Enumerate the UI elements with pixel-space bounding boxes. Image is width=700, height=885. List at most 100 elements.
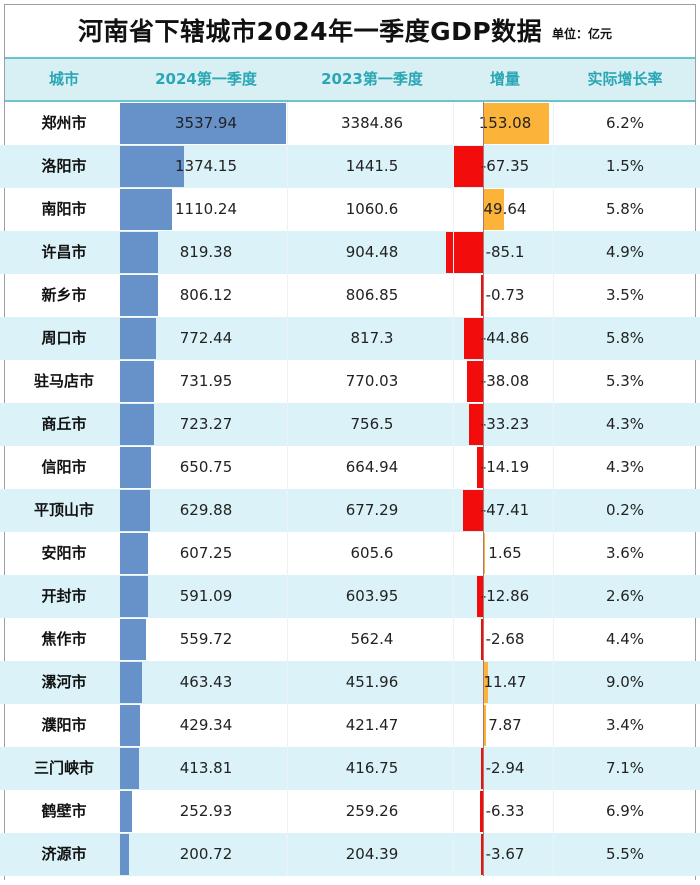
growth-cell: 3.5% — [605, 286, 645, 304]
increase-bar-negative — [446, 232, 483, 273]
q1-2023-cell: 603.95 — [345, 587, 399, 605]
increase-cell: -3.67 — [485, 845, 525, 863]
city-cell: 三门峡市 — [33, 759, 94, 777]
table-row: 济源市 200.72 204.39 -3.67 5.5% — [0, 833, 700, 876]
q1-2024-cell: 731.95 — [179, 372, 233, 390]
column-divider — [453, 102, 454, 876]
table-row: 漯河市 463.43 451.96 11.47 9.0% — [0, 661, 700, 704]
bar-2024q1 — [120, 404, 154, 445]
increase-cell: -0.73 — [485, 286, 525, 304]
q1-2024-cell: 463.43 — [179, 673, 233, 691]
q1-2023-cell: 1060.6 — [345, 200, 399, 218]
header-2023q1: 2023第一季度 — [321, 70, 423, 88]
table-row: 开封市 591.09 603.95 -12.86 2.6% — [0, 575, 700, 618]
q1-2024-cell: 1110.24 — [174, 200, 238, 218]
table-row: 三门峡市 413.81 416.75 -2.94 7.1% — [0, 747, 700, 790]
table-row: 南阳市 1110.24 1060.6 49.64 5.8% — [0, 188, 700, 231]
increase-cell: 153.08 — [478, 114, 532, 132]
city-cell: 平顶山市 — [33, 501, 94, 519]
bar-2024q1 — [120, 705, 141, 746]
q1-2023-cell: 806.85 — [345, 286, 399, 304]
bar-2024q1 — [120, 447, 151, 488]
city-cell: 商丘市 — [41, 415, 87, 433]
increase-bar-negative — [454, 146, 483, 187]
increase-bar-positive — [483, 533, 485, 574]
increase-cell: -2.94 — [485, 759, 525, 777]
bar-2024q1 — [120, 318, 157, 359]
bar-2024q1 — [120, 490, 150, 531]
city-cell: 驻马店市 — [33, 372, 94, 390]
bar-2024q1 — [120, 748, 140, 789]
unit-label: 单位：亿元 — [552, 27, 613, 41]
q1-2023-cell: 451.96 — [345, 673, 399, 691]
q1-2024-cell: 252.93 — [179, 802, 233, 820]
city-cell: 济源市 — [41, 845, 87, 863]
q1-2024-cell: 3537.94 — [174, 114, 238, 132]
growth-cell: 0.2% — [605, 501, 645, 519]
bar-2024q1 — [120, 662, 142, 703]
increase-cell: 49.64 — [483, 200, 527, 218]
growth-cell: 4.3% — [605, 415, 645, 433]
increase-cell: 7.87 — [488, 716, 522, 734]
table-row: 濮阳市 429.34 421.47 7.87 3.4% — [0, 704, 700, 747]
table-row: 洛阳市 1374.15 1441.5 -67.35 1.5% — [0, 145, 700, 188]
increase-bar-negative — [468, 404, 483, 445]
bar-2024q1 — [120, 791, 132, 832]
bar-2024q1 — [120, 103, 286, 144]
city-cell: 信阳市 — [41, 458, 87, 476]
increase-cell: -67.35 — [480, 157, 530, 175]
header-2024q1: 2024第一季度 — [155, 70, 257, 88]
increase-cell: -44.86 — [480, 329, 530, 347]
increase-bar-positive — [483, 189, 505, 230]
q1-2024-cell: 429.34 — [179, 716, 233, 734]
bar-2024q1 — [120, 576, 148, 617]
increase-cell: -14.19 — [480, 458, 530, 476]
q1-2024-cell: 413.81 — [179, 759, 233, 777]
table-row: 周口市 772.44 817.3 -44.86 5.8% — [0, 317, 700, 360]
q1-2024-cell: 591.09 — [179, 587, 233, 605]
column-divider — [287, 102, 288, 876]
increase-cell: -38.08 — [480, 372, 530, 390]
city-cell: 郑州市 — [41, 114, 87, 132]
q1-2023-cell: 605.6 — [350, 544, 394, 562]
bar-2024q1 — [120, 533, 149, 574]
page-title: 河南省下辖城市2024年一季度GDP数据 — [78, 17, 543, 46]
increase-bar-negative — [476, 447, 483, 488]
q1-2023-cell: 664.94 — [345, 458, 399, 476]
q1-2024-cell: 1374.15 — [174, 157, 238, 175]
table-row: 许昌市 819.38 904.48 -85.1 4.9% — [0, 231, 700, 274]
growth-cell: 5.8% — [605, 329, 645, 347]
q1-2023-cell: 421.47 — [345, 716, 399, 734]
growth-cell: 4.9% — [605, 243, 645, 261]
header-growth: 实际增长率 — [587, 70, 663, 88]
q1-2023-cell: 3384.86 — [340, 114, 404, 132]
table-row: 商丘市 723.27 756.5 -33.23 4.3% — [0, 403, 700, 446]
growth-cell: 3.6% — [605, 544, 645, 562]
q1-2024-cell: 806.12 — [179, 286, 233, 304]
increase-zero-axis — [483, 102, 484, 876]
increase-bar-negative — [462, 490, 483, 531]
q1-2024-cell: 723.27 — [179, 415, 233, 433]
table-row: 焦作市 559.72 562.4 -2.68 4.4% — [0, 618, 700, 661]
increase-bar-negative — [477, 576, 483, 617]
city-cell: 安阳市 — [41, 544, 87, 562]
growth-cell: 2.6% — [605, 587, 645, 605]
increase-bar-positive — [483, 705, 487, 746]
growth-cell: 3.4% — [605, 716, 645, 734]
increase-cell: -33.23 — [480, 415, 530, 433]
increase-bar-positive — [483, 103, 549, 144]
bar-2024q1 — [120, 146, 185, 187]
increase-cell: -47.41 — [480, 501, 530, 519]
table-row: 平顶山市 629.88 677.29 -47.41 0.2% — [0, 489, 700, 532]
table-row: 新乡市 806.12 806.85 -0.73 3.5% — [0, 274, 700, 317]
bar-2024q1 — [120, 275, 158, 316]
growth-cell: 5.3% — [605, 372, 645, 390]
q1-2023-cell: 677.29 — [345, 501, 399, 519]
city-cell: 鹤壁市 — [41, 802, 87, 820]
increase-cell: -2.68 — [485, 630, 525, 648]
table-row: 鹤壁市 252.93 259.26 -6.33 6.9% — [0, 790, 700, 833]
q1-2023-cell: 416.75 — [345, 759, 399, 777]
growth-cell: 4.4% — [605, 630, 645, 648]
growth-cell: 5.5% — [605, 845, 645, 863]
increase-bar-positive — [483, 662, 488, 703]
